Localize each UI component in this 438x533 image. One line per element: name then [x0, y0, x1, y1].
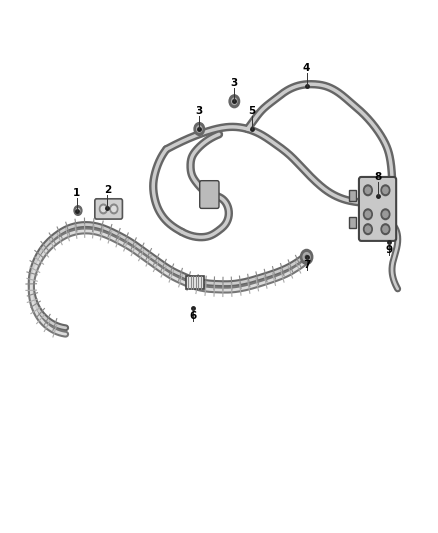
Circle shape [197, 126, 202, 132]
Circle shape [194, 123, 205, 135]
Circle shape [364, 209, 372, 220]
Circle shape [229, 95, 240, 108]
Circle shape [383, 211, 388, 217]
Circle shape [74, 206, 82, 215]
Bar [350, 217, 356, 228]
Circle shape [381, 224, 390, 235]
Text: 1: 1 [73, 188, 80, 198]
FancyBboxPatch shape [359, 177, 396, 241]
Text: 5: 5 [248, 106, 255, 116]
Circle shape [381, 209, 390, 220]
Text: 9: 9 [385, 245, 392, 255]
Circle shape [365, 187, 371, 193]
Bar [350, 190, 356, 201]
Text: 8: 8 [374, 172, 381, 182]
Text: 2: 2 [104, 184, 111, 195]
Text: 3: 3 [196, 106, 203, 116]
Text: 3: 3 [231, 78, 238, 88]
Circle shape [365, 211, 371, 217]
Text: 7: 7 [303, 260, 310, 270]
FancyBboxPatch shape [95, 199, 122, 219]
Circle shape [99, 204, 107, 214]
Text: 6: 6 [189, 311, 196, 321]
Circle shape [101, 206, 106, 212]
Circle shape [300, 249, 313, 264]
Circle shape [381, 185, 390, 196]
Circle shape [383, 226, 388, 232]
Circle shape [112, 206, 116, 212]
Bar [186, 276, 204, 289]
Text: 4: 4 [303, 63, 310, 73]
Circle shape [305, 255, 308, 259]
Circle shape [383, 187, 388, 193]
FancyBboxPatch shape [200, 181, 219, 208]
Circle shape [110, 204, 118, 214]
Circle shape [232, 98, 237, 104]
Circle shape [303, 253, 310, 261]
Circle shape [364, 224, 372, 235]
Circle shape [364, 185, 372, 196]
Circle shape [365, 226, 371, 232]
Circle shape [76, 208, 80, 213]
